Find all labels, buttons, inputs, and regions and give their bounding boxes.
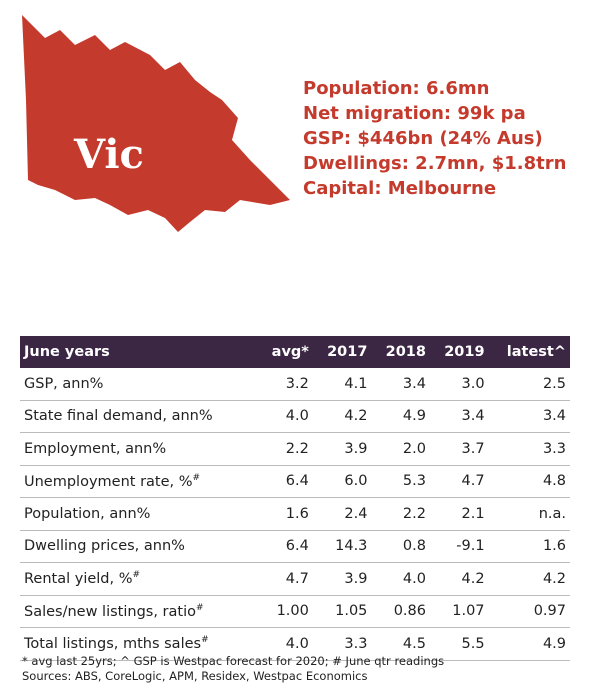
column-header: June years bbox=[20, 336, 259, 368]
cell: 3.4 bbox=[371, 368, 430, 401]
table-row: Rental yield, %# 4.7 3.9 4.0 4.2 4.2 bbox=[20, 562, 570, 596]
state-map: Vic bbox=[22, 15, 290, 232]
cell: 3.2 bbox=[258, 368, 313, 401]
row-label-text: Employment, ann% bbox=[24, 440, 167, 457]
row-label: Population, ann% bbox=[20, 497, 259, 531]
table-row: Sales/new listings, ratio# 1.00 1.05 0.86 1.… bbox=[20, 595, 570, 628]
cell: 3.9 bbox=[312, 432, 372, 466]
row-label-text: Unemployment rate, % bbox=[24, 473, 193, 490]
row-label: GSP, ann% bbox=[20, 368, 259, 401]
cell: 3.0 bbox=[429, 368, 489, 401]
cell: 2.0 bbox=[371, 432, 430, 466]
cell: 4.5 bbox=[371, 627, 430, 661]
cell: 2.1 bbox=[429, 497, 489, 531]
cell: 6.4 bbox=[258, 465, 313, 498]
cell: 2.5 bbox=[488, 368, 570, 401]
column-header: avg* bbox=[258, 336, 313, 368]
cell: 1.00 bbox=[258, 595, 313, 628]
cell: 1.6 bbox=[488, 530, 570, 563]
cell: 4.0 bbox=[258, 627, 313, 661]
data-table: June years avg* 2017 2018 2019 latest^ GSP, a… bbox=[20, 336, 570, 661]
row-label: Sales/new listings, ratio# bbox=[20, 595, 259, 628]
cell: 3.4 bbox=[429, 400, 489, 433]
cell: 1.05 bbox=[312, 595, 372, 628]
cell: 2.2 bbox=[371, 497, 430, 531]
cell: 4.9 bbox=[488, 627, 570, 661]
cell: 4.7 bbox=[258, 562, 313, 596]
column-header: 2018 bbox=[371, 336, 430, 368]
row-label-text: Population, ann% bbox=[24, 505, 151, 522]
table-row: Total listings, mths sales# 4.0 3.3 4.5 5.5 4… bbox=[20, 627, 570, 661]
cell: 0.8 bbox=[371, 530, 430, 563]
fact: Dwellings: 2.7mn, $1.8trn bbox=[303, 153, 567, 174]
row-label-text: Dwelling prices, ann% bbox=[24, 538, 185, 555]
victoria-shape bbox=[22, 15, 290, 232]
row-label-note: # bbox=[195, 602, 204, 613]
cell: 4.2 bbox=[312, 400, 372, 433]
table-row: Dwelling prices, ann% 6.4 14.3 0.8 -9.1 1.6 bbox=[20, 530, 570, 563]
fact: Capital: Melbourne bbox=[303, 178, 497, 199]
row-label: Employment, ann% bbox=[20, 432, 259, 466]
cell: 4.9 bbox=[371, 400, 430, 433]
column-header: latest^ bbox=[488, 336, 570, 368]
column-header: 2017 bbox=[312, 336, 372, 368]
footnote: * avg last 25yrs; ^ GSP is Westpac forec… bbox=[22, 654, 445, 668]
cell: 3.3 bbox=[488, 432, 570, 466]
cell: 1.6 bbox=[258, 497, 313, 531]
table-row: State final demand, ann% 4.0 4.2 4.9 3.4 3.4 bbox=[20, 400, 570, 433]
cell: 2.4 bbox=[312, 497, 372, 531]
row-label: State final demand, ann% bbox=[20, 400, 259, 433]
cell: 5.5 bbox=[429, 627, 489, 661]
row-label-note: # bbox=[201, 635, 209, 646]
cell: 0.97 bbox=[488, 595, 570, 628]
cell: 1.07 bbox=[429, 595, 489, 628]
table-row: Unemployment rate, %# 6.4 6.0 5.3 4.7 4.8 bbox=[20, 465, 570, 498]
row-label-text: GSP, ann% bbox=[24, 375, 104, 392]
row-label-text: Rental yield, % bbox=[24, 571, 133, 588]
fact: Net migration: 99k pa bbox=[303, 103, 526, 124]
row-label: Total listings, mths sales# bbox=[20, 627, 259, 661]
header-row: June years avg* 2017 2018 2019 latest^ bbox=[20, 336, 570, 368]
cell: 0.86 bbox=[371, 595, 430, 628]
cell: 4.8 bbox=[488, 465, 570, 498]
cell: 4.2 bbox=[429, 562, 489, 596]
table-row: Population, ann% 1.6 2.4 2.2 2.1 n.a. bbox=[20, 497, 570, 531]
column-header: 2019 bbox=[429, 336, 489, 368]
cell: 14.3 bbox=[312, 530, 372, 563]
cell: 4.0 bbox=[371, 562, 430, 596]
state-label: Vic bbox=[73, 131, 144, 178]
cell: 4.7 bbox=[429, 465, 489, 498]
row-label-text: State final demand, ann% bbox=[24, 408, 213, 425]
cell: n.a. bbox=[488, 497, 570, 531]
row-label-note: # bbox=[132, 570, 141, 581]
cell: 3.3 bbox=[312, 627, 372, 661]
row-label-note: # bbox=[192, 472, 201, 483]
footnotes: * avg last 25yrs; ^ GSP is Westpac forec… bbox=[22, 654, 444, 684]
cell: 4.1 bbox=[312, 368, 372, 401]
cell: 3.4 bbox=[488, 400, 570, 433]
row-label: Rental yield, %# bbox=[20, 562, 259, 596]
row-label: Unemployment rate, %# bbox=[20, 465, 259, 498]
fact: Population: 6.6mn bbox=[303, 78, 490, 99]
table-row: GSP, ann% 3.2 4.1 3.4 3.0 2.5 bbox=[20, 368, 570, 401]
cell: 4.0 bbox=[258, 400, 313, 433]
cell: 4.2 bbox=[488, 562, 570, 596]
fact-list: Population: 6.6mn Net migration: 99k pa GS… bbox=[303, 76, 566, 201]
cell: 3.7 bbox=[429, 432, 489, 466]
row-label-text: Sales/new listings, ratio bbox=[24, 603, 196, 620]
table-row: Employment, ann% 2.2 3.9 2.0 3.7 3.3 bbox=[20, 432, 570, 466]
row-label-text: Total listings, mths sales bbox=[24, 636, 202, 653]
fact: GSP: $446bn (24% Aus) bbox=[303, 128, 543, 149]
cell: 5.3 bbox=[371, 465, 430, 498]
footnote: Sources: ABS, CoreLogic, APM, Residex, W… bbox=[22, 669, 368, 683]
cell: -9.1 bbox=[429, 530, 489, 563]
cell: 2.2 bbox=[258, 432, 313, 466]
cell: 6.0 bbox=[312, 465, 372, 498]
row-label: Dwelling prices, ann% bbox=[20, 530, 259, 563]
cell: 3.9 bbox=[312, 562, 372, 596]
cell: 6.4 bbox=[258, 530, 313, 563]
